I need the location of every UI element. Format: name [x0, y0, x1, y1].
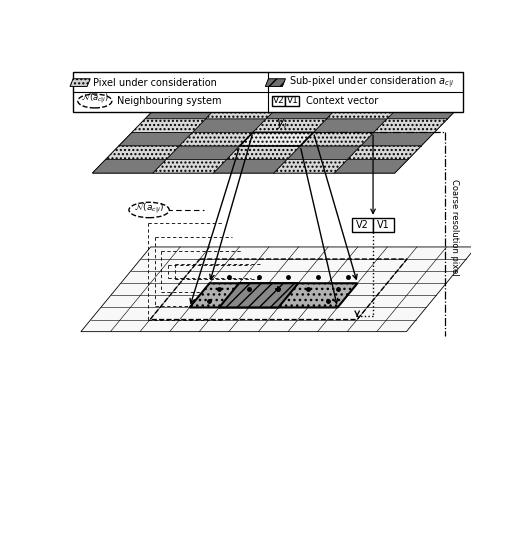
Polygon shape: [179, 133, 253, 146]
Polygon shape: [226, 146, 300, 159]
Polygon shape: [145, 105, 219, 119]
Ellipse shape: [78, 94, 112, 108]
Bar: [352, 218, 373, 232]
Polygon shape: [266, 105, 340, 119]
Polygon shape: [93, 160, 166, 173]
Polygon shape: [81, 247, 476, 332]
Polygon shape: [192, 119, 266, 133]
Bar: [286, 96, 300, 106]
Bar: [271, 96, 286, 106]
Polygon shape: [70, 79, 90, 86]
Polygon shape: [240, 133, 313, 146]
Polygon shape: [387, 105, 461, 119]
Text: $\mathcal{N}(a_{c|i})$: $\mathcal{N}(a_{c|i})$: [81, 92, 109, 107]
Text: V2: V2: [356, 219, 369, 229]
Text: $\mathcal{N}(a_{c|i})$: $\mathcal{N}(a_{c|i})$: [134, 201, 164, 216]
Polygon shape: [153, 160, 226, 173]
Text: V1: V1: [377, 219, 390, 229]
Text: V2: V2: [272, 96, 285, 106]
Polygon shape: [326, 105, 400, 119]
Text: $y_i$: $y_i$: [276, 117, 288, 131]
Polygon shape: [106, 146, 179, 159]
Polygon shape: [119, 133, 192, 146]
Polygon shape: [93, 105, 461, 173]
Text: Sub-pixel under consideration $a_{c|i}$: Sub-pixel under consideration $a_{c|i}$: [289, 75, 454, 90]
Polygon shape: [240, 133, 313, 146]
Text: Pixel under consideration: Pixel under consideration: [93, 78, 217, 87]
Polygon shape: [361, 133, 434, 146]
Text: Neighbouring system: Neighbouring system: [117, 96, 221, 106]
Polygon shape: [132, 119, 206, 133]
Polygon shape: [213, 160, 287, 173]
Ellipse shape: [129, 202, 169, 218]
Polygon shape: [166, 146, 240, 159]
Polygon shape: [206, 105, 279, 119]
Bar: [373, 218, 394, 232]
Polygon shape: [265, 79, 286, 86]
Polygon shape: [300, 133, 374, 146]
Polygon shape: [347, 146, 421, 159]
Polygon shape: [274, 160, 347, 173]
Polygon shape: [219, 283, 298, 307]
Bar: [73, 72, 463, 112]
Text: V1: V1: [287, 96, 299, 106]
Polygon shape: [287, 146, 361, 159]
Polygon shape: [189, 283, 357, 307]
Text: Context vector: Context vector: [305, 96, 378, 106]
Polygon shape: [253, 119, 326, 133]
Polygon shape: [374, 119, 448, 133]
Polygon shape: [313, 119, 387, 133]
Polygon shape: [334, 160, 408, 173]
Text: Coarse resolution pixel: Coarse resolution pixel: [450, 179, 459, 276]
